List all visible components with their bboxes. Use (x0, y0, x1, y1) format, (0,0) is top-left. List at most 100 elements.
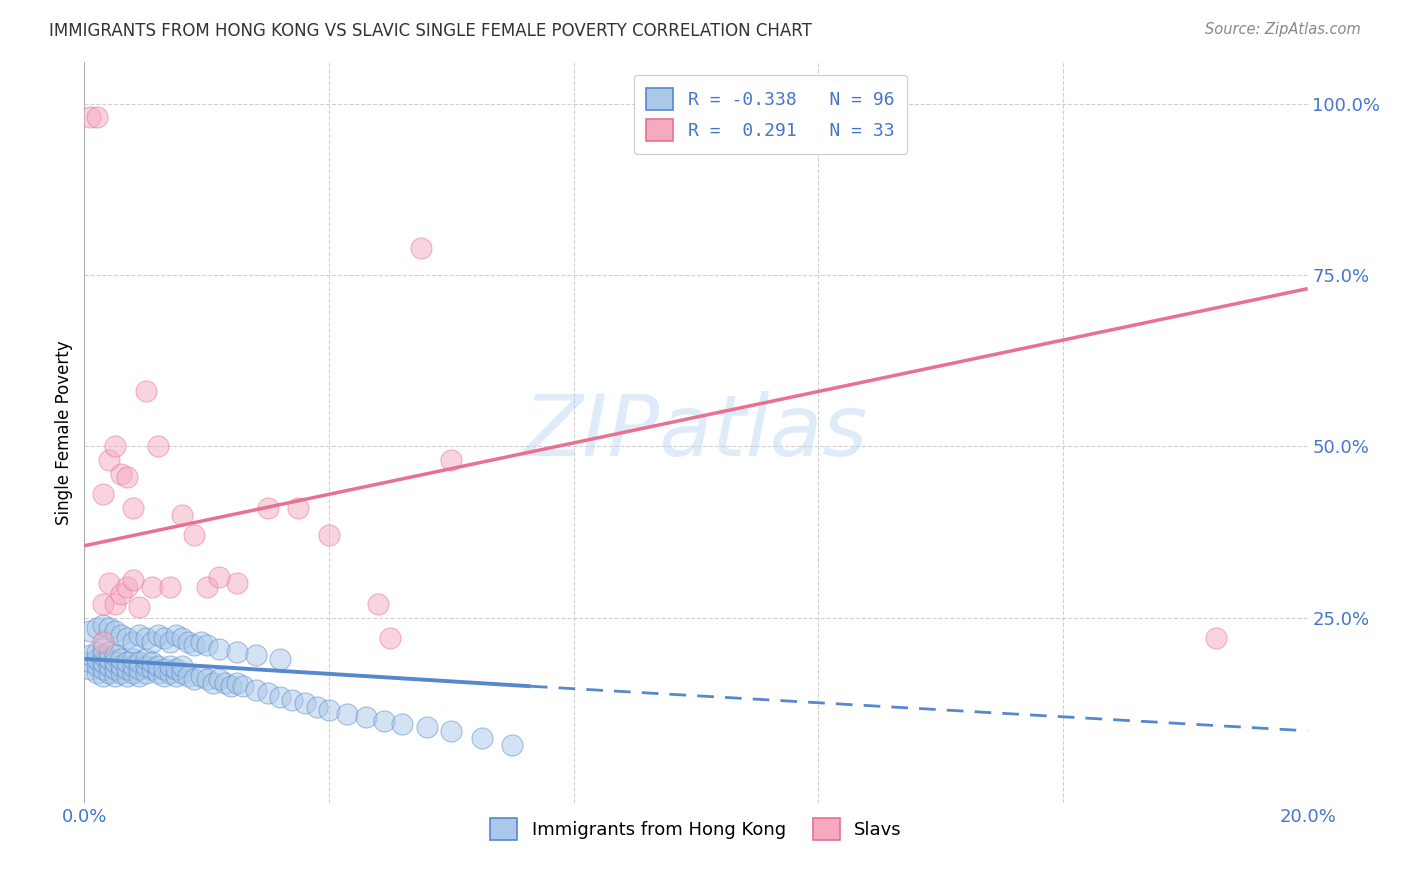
Point (208, 673, 231, 687)
Point (380, 632, 402, 646)
Point (219, 679, 242, 693)
Point (208, 641, 231, 656)
Point (97, 665, 120, 680)
Point (440, 453, 463, 467)
Point (122, 658, 145, 673)
Point (104, 624, 127, 639)
Point (135, 652, 157, 666)
Point (86, 645, 108, 659)
Point (159, 658, 181, 673)
Point (97, 658, 120, 673)
Point (110, 658, 132, 673)
Point (104, 669, 127, 683)
Point (294, 697, 316, 711)
Y-axis label: Single Female Poverty: Single Female Poverty (55, 341, 73, 524)
Point (416, 720, 439, 734)
Point (104, 648, 127, 663)
Point (79, 662, 101, 676)
Point (201, 676, 224, 690)
Point (177, 669, 200, 683)
Point (122, 652, 145, 666)
Point (91, 617, 114, 632)
Point (190, 669, 212, 683)
Point (110, 665, 132, 680)
Point (91, 662, 114, 676)
Point (183, 528, 205, 542)
Point (232, 679, 254, 693)
Point (318, 703, 340, 717)
Point (287, 501, 309, 516)
Point (208, 569, 231, 583)
Point (502, 738, 524, 752)
Point (91, 648, 114, 663)
Point (79, 624, 101, 639)
Point (226, 676, 249, 690)
Point (91, 487, 114, 501)
Point (172, 632, 194, 646)
Point (190, 634, 212, 648)
Point (226, 645, 249, 659)
Point (135, 665, 157, 680)
Point (146, 665, 169, 680)
Point (165, 669, 187, 683)
Point (115, 632, 138, 646)
Point (305, 699, 328, 714)
Point (97, 453, 120, 467)
Point (135, 384, 157, 399)
Point (183, 673, 205, 687)
Point (128, 669, 150, 683)
Point (440, 723, 463, 738)
Point (86, 621, 108, 635)
Point (128, 628, 150, 642)
Point (115, 470, 138, 484)
Point (195, 580, 218, 594)
Point (104, 439, 127, 453)
Point (269, 652, 291, 666)
Point (165, 628, 187, 642)
Point (245, 648, 267, 663)
Point (79, 655, 101, 669)
Point (104, 662, 127, 676)
Point (269, 690, 291, 704)
Point (257, 686, 280, 700)
Point (122, 573, 145, 587)
Point (226, 576, 249, 591)
Legend: Immigrants from Hong Kong, Slavs: Immigrants from Hong Kong, Slavs (481, 809, 911, 849)
Point (1205, 632, 1227, 646)
Point (354, 710, 377, 724)
Point (141, 634, 163, 648)
Point (97, 621, 120, 635)
Point (183, 638, 205, 652)
Point (91, 655, 114, 669)
Point (115, 669, 138, 683)
Point (281, 693, 304, 707)
Point (91, 641, 114, 656)
Point (91, 634, 114, 648)
Point (141, 655, 163, 669)
Point (97, 652, 120, 666)
Point (79, 110, 101, 124)
Point (122, 501, 145, 516)
Point (146, 439, 169, 453)
Point (97, 576, 120, 591)
Point (122, 665, 145, 680)
Text: ZIPatlas: ZIPatlas (524, 391, 868, 475)
Point (110, 628, 132, 642)
Point (471, 731, 494, 745)
Point (86, 652, 108, 666)
Point (86, 665, 108, 680)
Text: IMMIGRANTS FROM HONG KONG VS SLAVIC SINGLE FEMALE POVERTY CORRELATION CHART: IMMIGRANTS FROM HONG KONG VS SLAVIC SING… (49, 22, 813, 40)
Point (146, 658, 169, 673)
Point (97, 645, 120, 659)
Point (86, 658, 108, 673)
Point (172, 658, 194, 673)
Point (110, 652, 132, 666)
Point (214, 676, 236, 690)
Point (172, 665, 194, 680)
Point (153, 662, 176, 676)
Point (146, 628, 169, 642)
Point (104, 597, 127, 611)
Point (104, 655, 127, 669)
Point (91, 669, 114, 683)
Point (110, 467, 132, 481)
